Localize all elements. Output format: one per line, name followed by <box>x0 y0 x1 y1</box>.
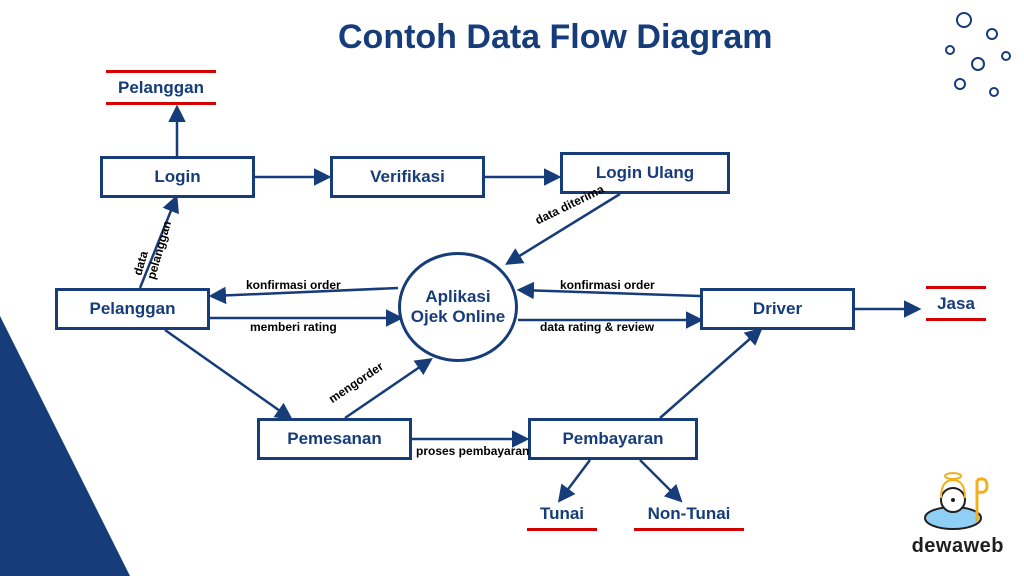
diagram-title: Contoh Data Flow Diagram <box>338 18 772 57</box>
terminal-tunai-redline-bottom <box>527 528 597 531</box>
terminal-nontunai-redline-bottom <box>634 528 744 531</box>
decor-bubble-tr-6 <box>989 87 999 97</box>
decor-bubble-bl-1 <box>53 543 63 553</box>
edge-label-aplikasi-pelanggan-konf: konfirmasi order <box>246 278 341 292</box>
terminal-pelanggan_top: Pelanggan <box>106 78 216 98</box>
terminal-jasa-redline-top <box>926 286 986 289</box>
node-driver: Driver <box>700 288 855 330</box>
decor-bubble-bl-0 <box>23 523 37 537</box>
edge-pembayaran-nontunai <box>640 460 680 500</box>
decor-bubble-tr-1 <box>986 28 998 40</box>
edge-label-pelanggan-login: datapelanggan <box>131 215 174 280</box>
node-pemesanan: Pemesanan <box>257 418 412 460</box>
node-verifikasi: Verifikasi <box>330 156 485 198</box>
terminal-jasa: Jasa <box>926 294 986 314</box>
edge-label-driver-aplikasi-konf: konfirmasi order <box>560 278 655 292</box>
edge-pelanggan-pemesanan <box>165 330 290 418</box>
edge-label-pemesanan-aplikasi: mengorder <box>326 359 386 406</box>
decor-bubble-bl-2 <box>9 551 19 561</box>
decor-triangle <box>0 316 130 576</box>
terminal-pelanggan_top-redline-top <box>106 70 216 73</box>
decor-bubble-tr-0 <box>956 12 972 28</box>
terminal-jasa-redline-bottom <box>926 318 986 321</box>
edge-pembayaran-tunai <box>560 460 590 500</box>
edge-label-aplikasi-driver-rating: data rating & review <box>540 320 654 334</box>
dewaweb-icon <box>919 470 997 530</box>
node-login: Login <box>100 156 255 198</box>
edge-label-pelanggan-aplikasi-rating: memberi rating <box>250 320 337 334</box>
edge-label-pemesanan-pembayaran: proses pembayaran <box>416 444 529 458</box>
decor-bubble-tr-4 <box>1001 51 1011 61</box>
decor-bubble-tr-3 <box>971 57 985 71</box>
logo-text: dewaweb <box>912 535 1004 558</box>
decor-bubble-tr-5 <box>954 78 966 90</box>
decor-bubble-tr-2 <box>945 45 955 55</box>
logo: dewaweb <box>912 470 1004 558</box>
edge-pembayaran-driver <box>660 330 760 418</box>
node-pembayaran: Pembayaran <box>528 418 698 460</box>
node-aplikasi: Aplikasi Ojek Online <box>398 252 518 362</box>
terminal-pelanggan_top-redline-bottom <box>106 102 216 105</box>
terminal-tunai: Tunai <box>527 504 597 524</box>
terminal-nontunai: Non-Tunai <box>634 504 744 524</box>
node-pelanggan: Pelanggan <box>55 288 210 330</box>
